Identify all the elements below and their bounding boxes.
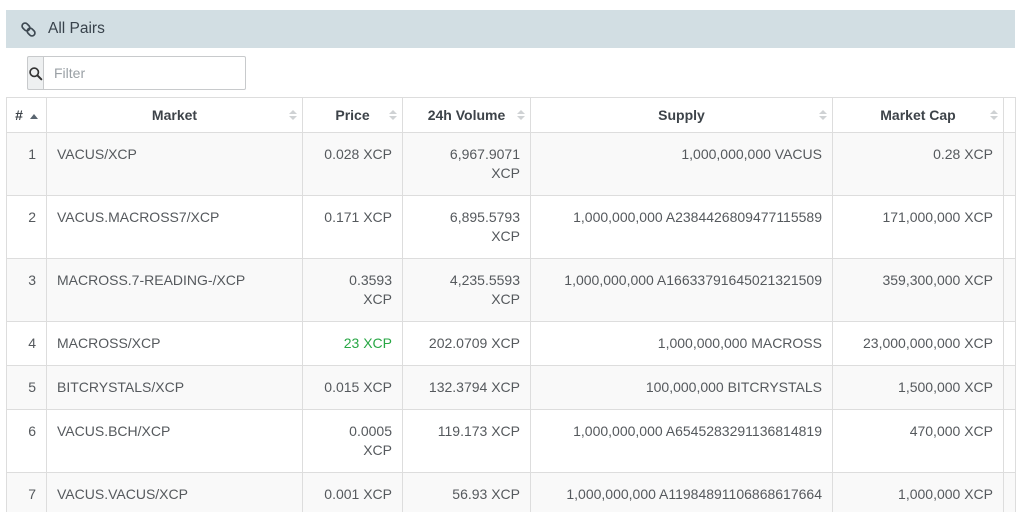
table-row[interactable]: 5 BITCRYSTALS/XCP 0.015 XCP 132.3794 XCP 100… xyxy=(6,365,1016,410)
sort-icon xyxy=(517,110,525,120)
column-label: 24h Volume xyxy=(427,107,506,123)
cell-market: VACUS.MACROSS7/XCP xyxy=(46,195,303,259)
column-header-filler xyxy=(1003,97,1016,133)
pairs-table: # Market Price 24h Volume Supply Market Cap 1… xyxy=(6,97,1016,512)
column-header-rank[interactable]: # xyxy=(6,97,47,133)
cell-rank: 6 xyxy=(6,409,47,473)
cell-volume: 4,235.5593 XCP xyxy=(402,258,531,322)
cell-supply: 1,000,000,000 A11984891106868617664 xyxy=(530,472,833,512)
column-header-market[interactable]: Market xyxy=(46,97,303,133)
cell-rank: 3 xyxy=(6,258,47,322)
column-label: Price xyxy=(335,107,370,123)
cell-supply: 1,000,000,000 MACROSS xyxy=(530,321,833,366)
cell-rank: 7 xyxy=(6,472,47,512)
cell-market-cap: 1,000,000 XCP xyxy=(832,472,1004,512)
search-icon xyxy=(28,66,43,81)
sort-icon xyxy=(289,110,297,120)
cell-market: VACUS.BCH/XCP xyxy=(46,409,303,473)
cell-price: 0.3593 XCP xyxy=(302,258,403,322)
filter-group xyxy=(27,56,246,90)
column-header-price[interactable]: Price xyxy=(302,97,403,133)
cell-filler xyxy=(1003,365,1016,410)
cell-volume: 6,967.9071 XCP xyxy=(402,132,531,196)
cell-rank: 4 xyxy=(6,321,47,366)
table-row[interactable]: 4 MACROSS/XCP 23 XCP 202.0709 XCP 1,000,000,… xyxy=(6,321,1016,366)
cell-filler xyxy=(1003,258,1016,322)
cell-rank: 2 xyxy=(6,195,47,259)
cell-market: MACROSS.7-READING-/XCP xyxy=(46,258,303,322)
cell-volume: 6,895.5793 XCP xyxy=(402,195,531,259)
cell-market-cap: 1,500,000 XCP xyxy=(832,365,1004,410)
cell-price: 23 XCP xyxy=(302,321,403,366)
cell-price: 0.028 XCP xyxy=(302,132,403,196)
cell-rank: 1 xyxy=(6,132,47,196)
cell-market: VACUS/XCP xyxy=(46,132,303,196)
column-header-supply[interactable]: Supply xyxy=(530,97,833,133)
cell-market: MACROSS/XCP xyxy=(46,321,303,366)
column-header-24h-volume[interactable]: 24h Volume xyxy=(402,97,531,133)
sort-ascending-icon xyxy=(29,113,38,119)
column-label: Supply xyxy=(658,107,705,123)
filter-input[interactable] xyxy=(43,56,246,90)
cell-supply: 1,000,000,000 VACUS xyxy=(530,132,833,196)
column-label: Market Cap xyxy=(880,107,956,123)
cell-price: 0.171 XCP xyxy=(302,195,403,259)
cell-filler xyxy=(1003,321,1016,366)
panel-header: All Pairs xyxy=(6,10,1015,48)
table-row[interactable]: 6 VACUS.BCH/XCP 0.0005 XCP 119.173 XCP 1,000… xyxy=(6,409,1016,473)
column-header-market-cap[interactable]: Market Cap xyxy=(832,97,1004,133)
all-pairs-panel: All Pairs # Market Price 24h Volume Supply Ma… xyxy=(6,10,1016,512)
cell-market-cap: 0.28 XCP xyxy=(832,132,1004,196)
column-label: Market xyxy=(151,107,198,123)
search-addon xyxy=(27,56,43,90)
panel-title: All Pairs xyxy=(48,20,105,37)
cell-price: 0.001 XCP xyxy=(302,472,403,512)
cell-market-cap: 470,000 XCP xyxy=(832,409,1004,473)
cell-filler xyxy=(1003,195,1016,259)
cell-market-cap: 23,000,000,000 XCP xyxy=(832,321,1004,366)
cell-market: VACUS.VACUS/XCP xyxy=(46,472,303,512)
cell-volume: 56.93 XCP xyxy=(402,472,531,512)
table-row[interactable]: 7 VACUS.VACUS/XCP 0.001 XCP 56.93 XCP 1,000,… xyxy=(6,472,1016,512)
cell-price: 0.015 XCP xyxy=(302,365,403,410)
sort-icon xyxy=(389,110,397,120)
table-row[interactable]: 2 VACUS.MACROSS7/XCP 0.171 XCP 6,895.5793 X… xyxy=(6,195,1016,259)
cell-filler xyxy=(1003,472,1016,512)
cell-market-cap: 359,300,000 XCP xyxy=(832,258,1004,322)
table-row[interactable]: 3 MACROSS.7-READING-/XCP 0.3593 XCP 4,235.5… xyxy=(6,258,1016,322)
cell-rank: 5 xyxy=(6,365,47,410)
cell-market-cap: 171,000,000 XCP xyxy=(832,195,1004,259)
cell-supply: 1,000,000,000 A16633791645021321509 xyxy=(530,258,833,322)
sort-icon xyxy=(990,110,998,120)
cell-price: 0.0005 XCP xyxy=(302,409,403,473)
table-header-row: # Market Price 24h Volume Supply Market Cap xyxy=(6,97,1016,133)
cell-volume: 132.3794 XCP xyxy=(402,365,531,410)
filter-toolbar xyxy=(6,48,1015,97)
cell-market: BITCRYSTALS/XCP xyxy=(46,365,303,410)
cell-filler xyxy=(1003,409,1016,473)
table-row[interactable]: 1 VACUS/XCP 0.028 XCP 6,967.9071 XCP 1,000,0… xyxy=(6,132,1016,196)
cell-supply: 100,000,000 BITCRYSTALS xyxy=(530,365,833,410)
cell-volume: 119.173 XCP xyxy=(402,409,531,473)
sort-icon xyxy=(819,110,827,120)
column-label: # xyxy=(15,107,23,123)
cell-volume: 202.0709 XCP xyxy=(402,321,531,366)
cell-supply: 1,000,000,000 A6545283291136814819 xyxy=(530,409,833,473)
cell-supply: 1,000,000,000 A2384426809477115589 xyxy=(530,195,833,259)
link-icon xyxy=(20,21,37,38)
cell-filler xyxy=(1003,132,1016,196)
